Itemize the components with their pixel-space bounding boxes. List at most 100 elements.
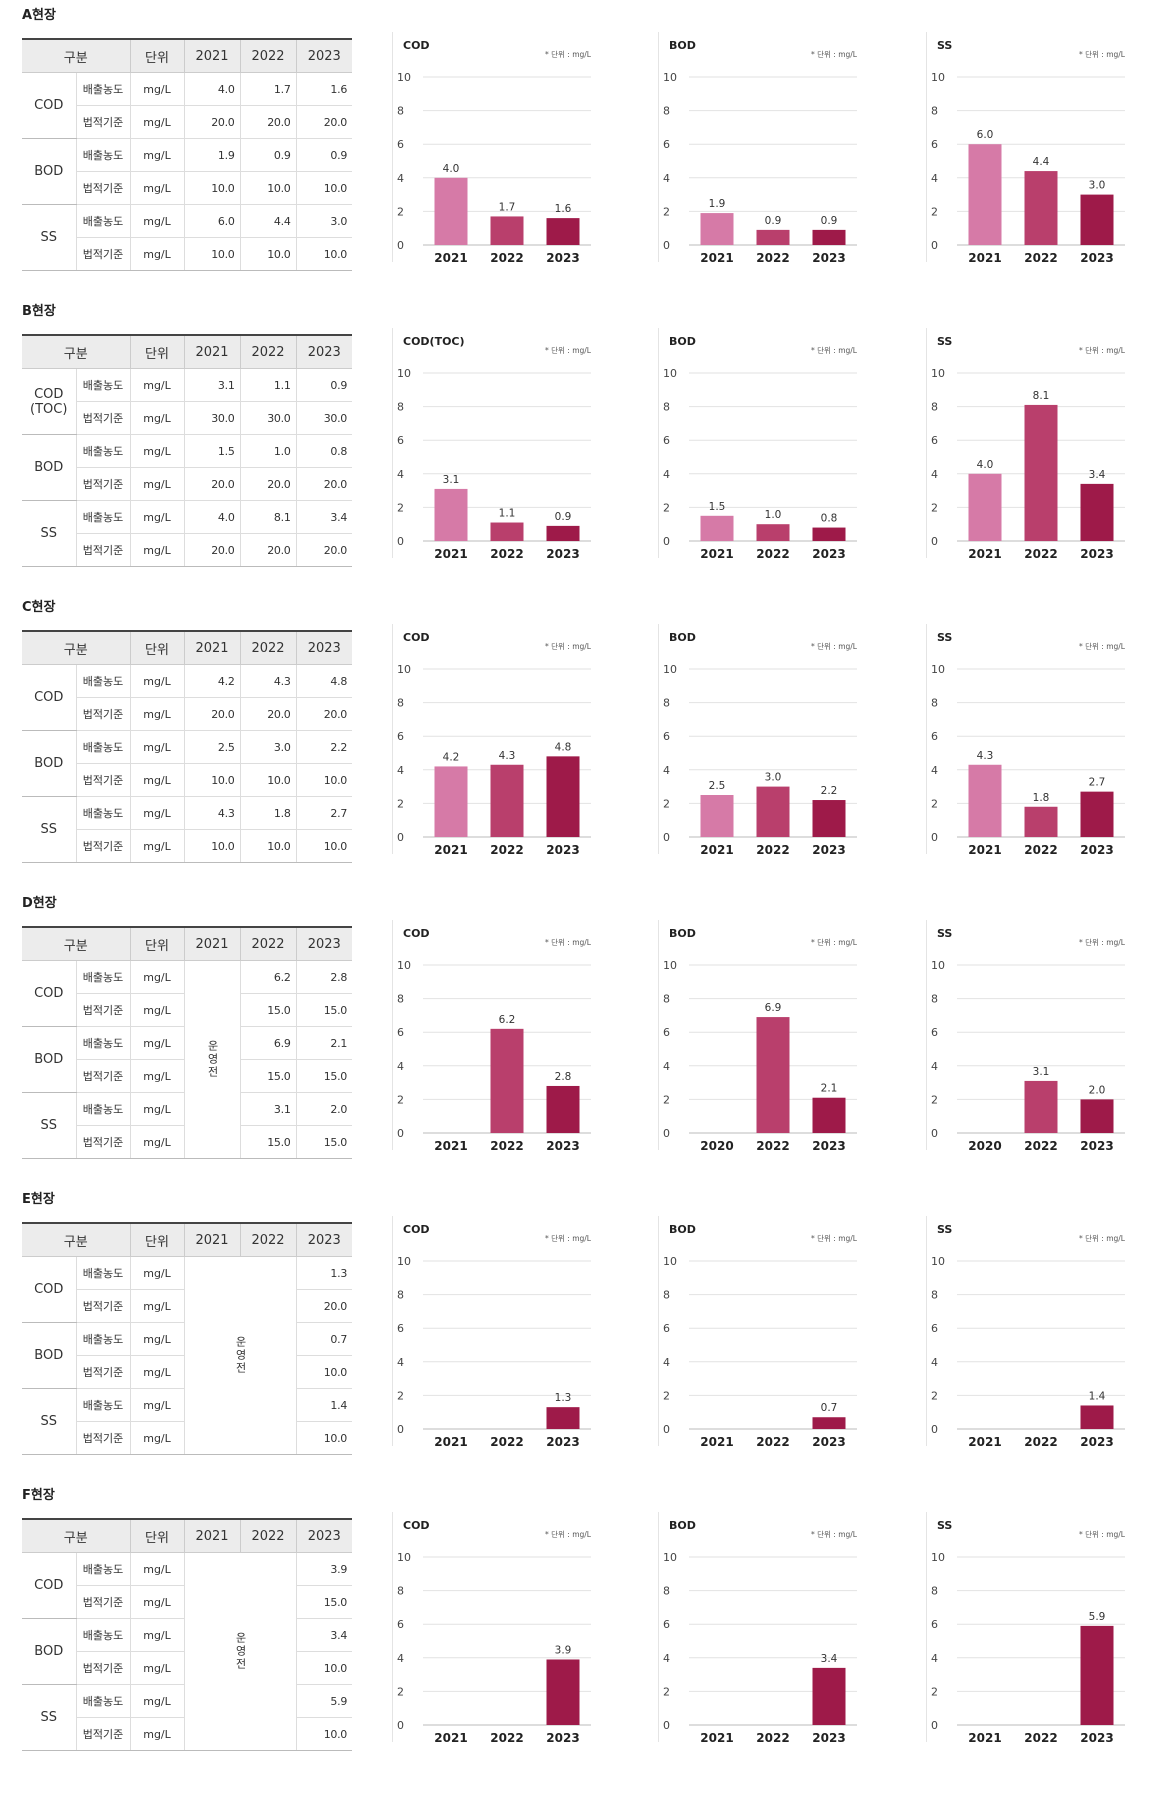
data-label: 4.2 bbox=[443, 751, 460, 763]
bar bbox=[1080, 194, 1114, 245]
value-cell: 20.0 bbox=[183, 467, 241, 501]
bar bbox=[546, 218, 580, 245]
y-tick-label: 10 bbox=[663, 367, 677, 380]
row-type: 배출농도 bbox=[75, 730, 131, 764]
value-cell: 15.0 bbox=[239, 1125, 297, 1159]
chart-panel: COD * 단위 : mg/L 0 2 4 6 8 10 2021 2022 6.2 2023 2.8 bbox=[392, 920, 621, 1153]
bar bbox=[1024, 171, 1058, 245]
site-block: D현장 구분 단위 2021 2022 2023 COD 배출농도 mg/L 운영전 6.2 2.8 법… bbox=[0, 896, 1158, 1188]
y-tick-label: 6 bbox=[397, 138, 404, 151]
x-tick-label: 2022 bbox=[1024, 1731, 1057, 1745]
data-label: 1.6 bbox=[555, 203, 572, 215]
value-cell: 1.4 bbox=[295, 1388, 353, 1422]
bar-chart: COD * 단위 : mg/L 0 2 4 6 8 10 2021 2022 2023 3.9 bbox=[397, 1519, 592, 1745]
value-cell: 1.7 bbox=[239, 72, 297, 106]
x-tick-label: 2021 bbox=[700, 251, 733, 265]
y-tick-label: 8 bbox=[663, 1585, 670, 1598]
row-type: 배출농도 bbox=[75, 1552, 131, 1586]
bar bbox=[756, 786, 790, 837]
row-type: 법적기준 bbox=[75, 533, 131, 567]
y-tick-label: 6 bbox=[397, 1026, 404, 1039]
site-title: A현장 bbox=[22, 8, 56, 23]
row-group: SS bbox=[22, 500, 76, 567]
y-tick-label: 0 bbox=[931, 1719, 938, 1732]
x-tick-label: 2023 bbox=[812, 1139, 845, 1153]
y-tick-label: 6 bbox=[663, 434, 670, 447]
value-cell: 10.0 bbox=[295, 1421, 353, 1455]
y-tick-label: 8 bbox=[397, 697, 404, 710]
row-type: 법적기준 bbox=[75, 1355, 131, 1389]
row-type: 배출농도 bbox=[75, 500, 131, 534]
table-header-row: 구분 단위 2021 2022 2023 bbox=[22, 926, 353, 961]
y-tick-label: 4 bbox=[397, 172, 404, 185]
row-type: 배출농도 bbox=[75, 368, 131, 402]
x-tick-label: 2022 bbox=[490, 843, 523, 857]
chart-title: COD bbox=[403, 927, 430, 940]
value-cell: 0.9 bbox=[295, 368, 353, 402]
table-row: 법적기준 mg/L 10.0 bbox=[22, 1355, 353, 1389]
y-tick-label: 6 bbox=[663, 1618, 670, 1631]
row-unit: mg/L bbox=[129, 401, 185, 435]
value-cell: 20.0 bbox=[239, 467, 297, 501]
table-row: COD 배출농도 mg/L 4.2 4.3 4.8 bbox=[22, 664, 353, 731]
value-cell: 20.0 bbox=[239, 697, 297, 731]
y-tick-label: 0 bbox=[663, 1719, 670, 1732]
chart-panel: SS * 단위 : mg/L 0 2 4 6 8 10 2021 4.0 2022 8.1 2023 3.… bbox=[926, 328, 1155, 561]
value-cell: 10.0 bbox=[295, 1651, 353, 1685]
chart-panel: SS * 단위 : mg/L 0 2 4 6 8 10 2021 4.3 2022 1.8 2023 2.… bbox=[926, 624, 1155, 857]
row-unit: mg/L bbox=[129, 1092, 185, 1126]
bar bbox=[1024, 806, 1058, 837]
bar-chart: SS * 단위 : mg/L 0 2 4 6 8 10 2021 4.3 2022 1.8 2023 2.… bbox=[931, 631, 1126, 857]
row-type: 법적기준 bbox=[75, 1289, 131, 1323]
row-type: 법적기준 bbox=[75, 105, 131, 139]
bar-chart: SS * 단위 : mg/L 0 2 4 6 8 10 2020 2022 3.1 2023 2.0 bbox=[931, 927, 1126, 1153]
y-tick-label: 2 bbox=[663, 1685, 670, 1698]
y-tick-label: 10 bbox=[397, 1551, 411, 1564]
row-type: 배출농도 bbox=[75, 434, 131, 468]
value-cell: 1.6 bbox=[295, 72, 353, 106]
value-cell: 2.1 bbox=[295, 1026, 353, 1060]
value-cell: 15.0 bbox=[295, 1059, 353, 1093]
row-unit: mg/L bbox=[129, 1552, 185, 1586]
chart-title: COD bbox=[403, 631, 430, 644]
table-header-row: 구분 단위 2021 2022 2023 bbox=[22, 334, 353, 369]
row-group: BOD bbox=[22, 1026, 76, 1093]
data-label: 1.5 bbox=[709, 501, 726, 513]
bar bbox=[546, 525, 580, 541]
y-tick-label: 10 bbox=[397, 1255, 411, 1268]
y-tick-label: 4 bbox=[397, 1652, 404, 1665]
x-tick-label: 2022 bbox=[490, 251, 523, 265]
y-tick-label: 2 bbox=[397, 501, 404, 514]
header-year: 2023 bbox=[295, 1518, 353, 1553]
site-title: C현장 bbox=[22, 600, 56, 615]
y-tick-label: 2 bbox=[397, 1685, 404, 1698]
value-cell: 4.8 bbox=[295, 664, 353, 698]
row-group: COD bbox=[22, 664, 76, 731]
header-group: 구분 bbox=[22, 1518, 131, 1553]
value-cell: 20.0 bbox=[295, 105, 353, 139]
y-tick-label: 2 bbox=[931, 797, 938, 810]
chart-panel: SS * 단위 : mg/L 0 2 4 6 8 10 2021 2022 2023 1.4 bbox=[926, 1216, 1155, 1449]
data-label: 6.9 bbox=[765, 1002, 782, 1014]
value-cell: 3.0 bbox=[295, 204, 353, 238]
y-tick-label: 0 bbox=[931, 239, 938, 252]
row-unit: mg/L bbox=[129, 763, 185, 797]
x-tick-label: 2022 bbox=[490, 1731, 523, 1745]
table-header-row: 구분 단위 2021 2022 2023 bbox=[22, 1518, 353, 1553]
y-tick-label: 6 bbox=[397, 1322, 404, 1335]
bar bbox=[490, 1028, 524, 1133]
table-row: 법적기준 mg/L 15.0 bbox=[22, 1585, 353, 1619]
table-row: SS 배출농도 mg/L 3.1 2.0 bbox=[22, 1092, 353, 1159]
header-group: 구분 bbox=[22, 38, 131, 73]
y-tick-label: 8 bbox=[397, 1289, 404, 1302]
y-tick-label: 4 bbox=[931, 764, 938, 777]
row-type: 배출농도 bbox=[75, 1322, 131, 1356]
chart-panel: COD * 단위 : mg/L 0 2 4 6 8 10 2021 4.0 2022 1.7 2023 1… bbox=[392, 32, 621, 265]
data-label: 3.0 bbox=[765, 772, 782, 784]
row-group: SS bbox=[22, 1388, 76, 1455]
row-unit: mg/L bbox=[129, 1125, 185, 1159]
data-label: 2.8 bbox=[555, 1071, 572, 1083]
row-type: 배출농도 bbox=[75, 796, 131, 830]
y-tick-label: 0 bbox=[397, 1719, 404, 1732]
value-cell: 30.0 bbox=[183, 401, 241, 435]
